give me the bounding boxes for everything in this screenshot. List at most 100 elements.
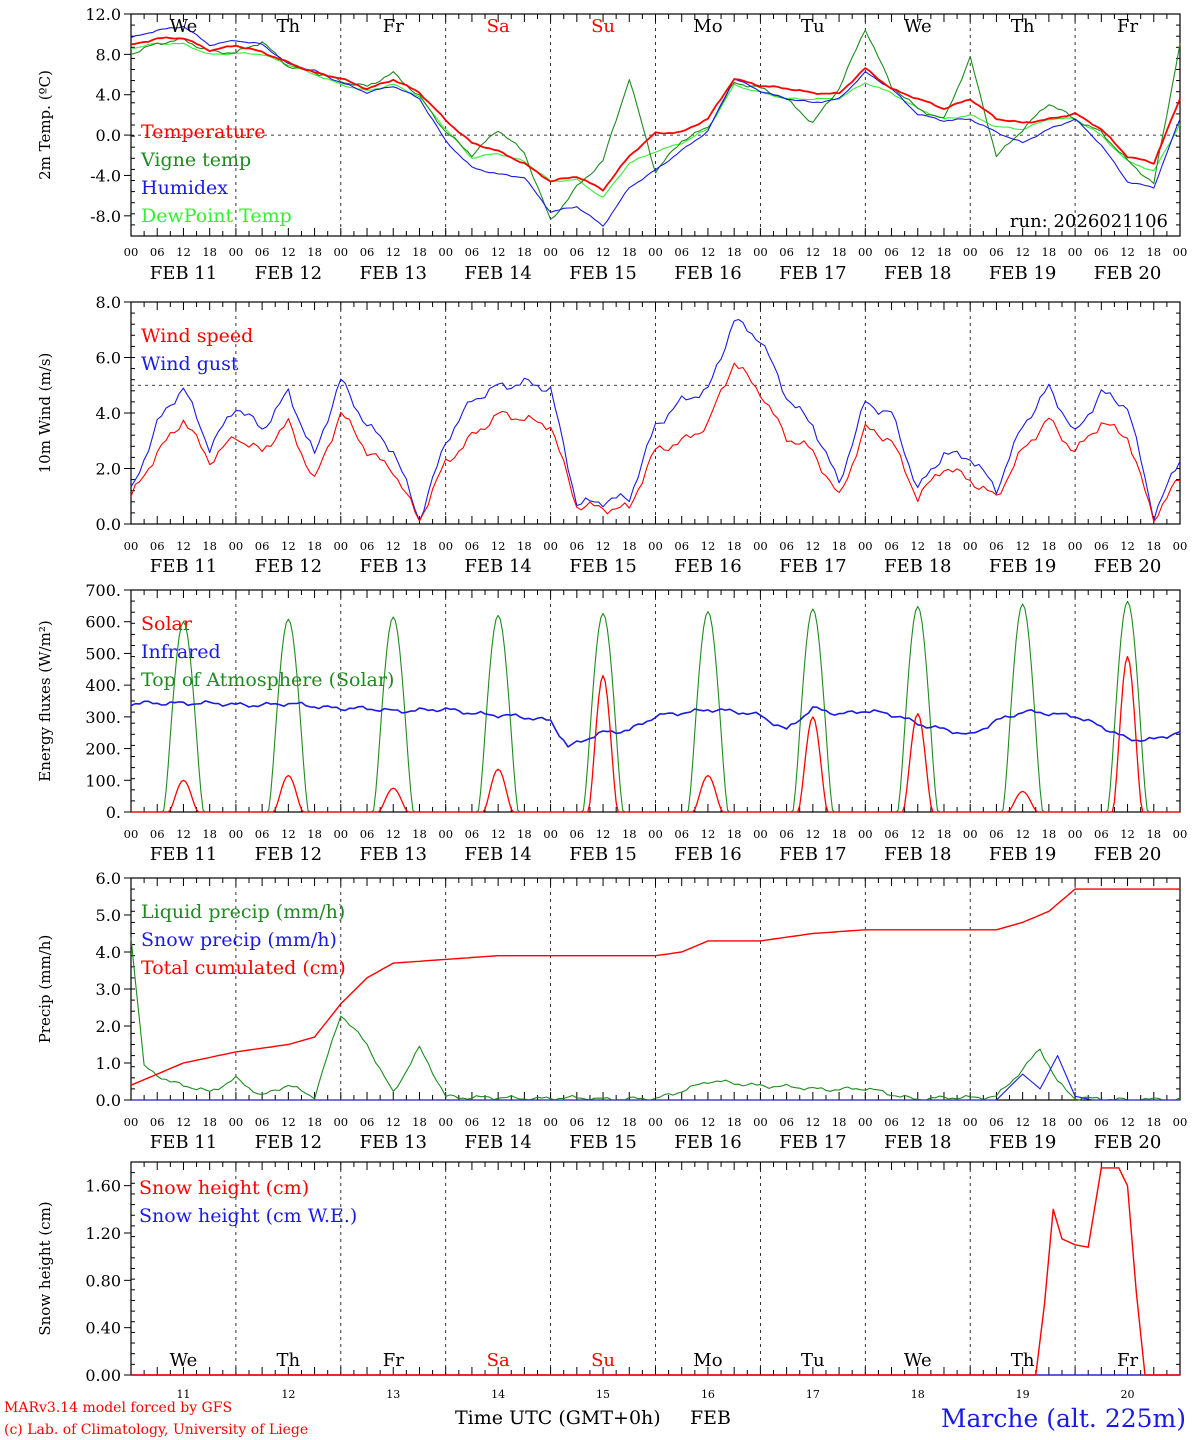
snow-day-label: Fr bbox=[383, 1350, 404, 1371]
hour-label: 12 bbox=[281, 827, 296, 841]
hour-label: 12 bbox=[1120, 245, 1135, 259]
hour-label: 00 bbox=[1173, 245, 1188, 259]
date-label: FEB 17 bbox=[779, 556, 846, 577]
hour-label: 00 bbox=[648, 827, 663, 841]
series-line-snow-precip bbox=[131, 1055, 1180, 1101]
y-tick-label: 1.60 bbox=[85, 1177, 121, 1196]
panel-wind: 8.0 6.0 4.0 2.0 0.0 10m Wind (m/s) 00 06 12 18 FEB… bbox=[36, 293, 1187, 577]
hour-label: 12 bbox=[806, 245, 821, 259]
panel-energy-fluxes: 700. 600. 500. 400. 300. 200. 100. 0. Energy flu… bbox=[36, 581, 1187, 865]
hour-label: 00 bbox=[229, 245, 244, 259]
legend-entry: Infrared bbox=[141, 641, 221, 663]
snow-day-label: We bbox=[904, 1350, 932, 1371]
hour-label: 00 bbox=[858, 539, 873, 553]
hour-label: 12 bbox=[701, 539, 716, 553]
hour-label: 12 bbox=[806, 539, 821, 553]
hour-label: 18 bbox=[1146, 1115, 1161, 1129]
hour-label: 12 bbox=[176, 539, 191, 553]
hour-label: 00 bbox=[648, 1115, 663, 1129]
series-line-infrared bbox=[130, 700, 1181, 748]
hour-label: 18 bbox=[937, 539, 952, 553]
hour-label: 00 bbox=[963, 827, 978, 841]
y-tick-label: 3.0 bbox=[96, 980, 121, 999]
hour-label: 18 bbox=[517, 1115, 532, 1129]
legend-entry: Wind speed bbox=[141, 325, 253, 347]
hour-label: 00 bbox=[124, 827, 139, 841]
hour-label: 12 bbox=[176, 1115, 191, 1129]
y-tick-label: 100. bbox=[85, 771, 121, 790]
hour-label: 06 bbox=[570, 827, 585, 841]
y-tick-label: 0.0 bbox=[96, 126, 121, 145]
y-tick-label: 1.20 bbox=[85, 1224, 121, 1243]
hour-label: 00 bbox=[648, 539, 663, 553]
hour-label: 06 bbox=[674, 1115, 689, 1129]
hour-label: 06 bbox=[884, 1115, 899, 1129]
legend-entry: Snow height (cm) bbox=[139, 1177, 309, 1199]
y-tick-label: 6.0 bbox=[96, 869, 121, 888]
hour-label: 00 bbox=[858, 1115, 873, 1129]
hour-label: 00 bbox=[543, 1115, 558, 1129]
hour-label: 06 bbox=[465, 539, 480, 553]
y-tick-label: -8.0 bbox=[90, 207, 121, 226]
hour-label: 12 bbox=[1120, 1115, 1135, 1129]
hour-label: 06 bbox=[255, 245, 270, 259]
station-label: Marche (alt. 225m) bbox=[941, 1404, 1186, 1433]
hour-label: 00 bbox=[124, 245, 139, 259]
hour-label: 18 bbox=[202, 1115, 217, 1129]
y-tick-label: 4.0 bbox=[96, 943, 121, 962]
hour-label: 18 bbox=[202, 245, 217, 259]
hour-label: 12 bbox=[386, 539, 401, 553]
copyright-credit: (c) Lab. of Climatology, University of L… bbox=[4, 1422, 308, 1438]
hour-label: 18 bbox=[937, 1115, 952, 1129]
date-label: FEB 19 bbox=[989, 1132, 1056, 1153]
hour-label: 06 bbox=[570, 539, 585, 553]
day-number-label: 16 bbox=[701, 1388, 715, 1401]
hour-label: 00 bbox=[963, 539, 978, 553]
legend-entry: Snow height (cm W.E.) bbox=[139, 1205, 357, 1227]
hour-label: 00 bbox=[229, 539, 244, 553]
day-number-label: 12 bbox=[281, 1388, 295, 1401]
day-number-label: 17 bbox=[806, 1388, 820, 1401]
date-label: FEB 11 bbox=[150, 844, 217, 865]
hour-label: 06 bbox=[989, 245, 1004, 259]
hour-label: 00 bbox=[438, 245, 453, 259]
y-tick-label: 700. bbox=[85, 581, 121, 600]
hour-label: 12 bbox=[1120, 539, 1135, 553]
hour-label: 00 bbox=[543, 245, 558, 259]
hour-label: 06 bbox=[465, 1115, 480, 1129]
legend-entry: Liquid precip (mm/h) bbox=[141, 901, 345, 923]
hour-label: 00 bbox=[753, 245, 768, 259]
y-axis-label: Precip (mm/h) bbox=[36, 935, 54, 1044]
hour-label: 06 bbox=[989, 539, 1004, 553]
legend-entry: Temperature bbox=[141, 121, 265, 143]
snow-day-label: Th bbox=[277, 1350, 301, 1371]
hour-label: 12 bbox=[806, 1115, 821, 1129]
date-label: FEB 11 bbox=[150, 556, 217, 577]
date-label: FEB 12 bbox=[255, 263, 322, 284]
day-label: Mo bbox=[693, 16, 722, 37]
hour-label: 06 bbox=[1094, 827, 1109, 841]
series-line-total-cumulated bbox=[130, 888, 1180, 1086]
date-label: FEB 11 bbox=[150, 263, 217, 284]
date-label: FEB 14 bbox=[464, 844, 531, 865]
hour-label: 12 bbox=[910, 1115, 925, 1129]
hour-label: 06 bbox=[674, 539, 689, 553]
day-number-label: 13 bbox=[386, 1388, 400, 1401]
y-tick-label: 2.0 bbox=[96, 460, 121, 479]
hour-label: 18 bbox=[412, 827, 427, 841]
hour-label: 12 bbox=[176, 827, 191, 841]
day-label: Tu bbox=[801, 16, 825, 37]
day-number-label: 18 bbox=[911, 1388, 925, 1401]
hour-label: 00 bbox=[438, 539, 453, 553]
hour-label: 06 bbox=[779, 827, 794, 841]
hour-label: 00 bbox=[543, 827, 558, 841]
hour-label: 12 bbox=[386, 245, 401, 259]
hour-label: 06 bbox=[674, 245, 689, 259]
hour-label: 18 bbox=[202, 539, 217, 553]
y-tick-label: 0. bbox=[106, 803, 121, 822]
date-label: FEB 18 bbox=[884, 844, 951, 865]
hour-label: 06 bbox=[1094, 1115, 1109, 1129]
legend-entry: Solar bbox=[141, 613, 193, 635]
hour-label: 06 bbox=[779, 245, 794, 259]
